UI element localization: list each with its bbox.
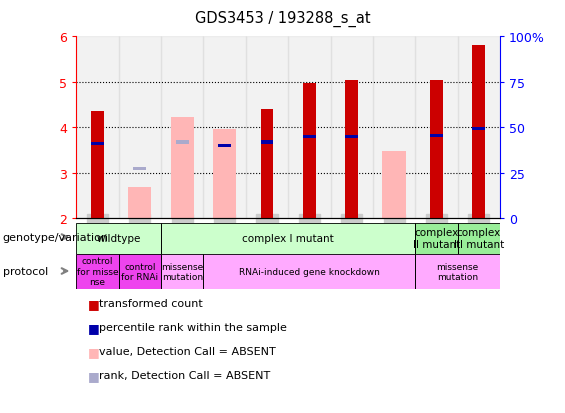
Bar: [133, 167, 146, 171]
Bar: [91, 112, 104, 219]
Bar: [119, 254, 161, 289]
Text: complex I mutant: complex I mutant: [242, 233, 334, 244]
Bar: [373, 37, 415, 219]
Text: genotype/variation: genotype/variation: [3, 233, 109, 242]
Text: ■: ■: [88, 345, 99, 358]
Bar: [415, 223, 458, 254]
Bar: [161, 223, 415, 254]
Bar: [171, 118, 194, 219]
Bar: [415, 254, 500, 289]
Bar: [76, 254, 119, 289]
Text: missense
mutation: missense mutation: [437, 262, 479, 281]
Bar: [415, 37, 458, 219]
Bar: [345, 81, 358, 219]
Bar: [415, 254, 500, 289]
Text: rank, Detection Call = ABSENT: rank, Detection Call = ABSENT: [99, 370, 270, 380]
Text: control
for misse
nse: control for misse nse: [77, 257, 118, 286]
Text: RNAi-induced gene knockdown: RNAi-induced gene knockdown: [239, 267, 380, 276]
Bar: [260, 110, 273, 219]
Bar: [128, 187, 151, 219]
Bar: [472, 46, 485, 219]
Bar: [458, 37, 500, 219]
Bar: [458, 223, 500, 254]
Bar: [119, 37, 161, 219]
Text: GDS3453 / 193288_s_at: GDS3453 / 193288_s_at: [195, 10, 370, 26]
Bar: [203, 254, 415, 289]
Bar: [303, 84, 316, 219]
Bar: [76, 223, 161, 254]
Bar: [203, 254, 415, 289]
Text: wildtype: wildtype: [97, 233, 141, 244]
Bar: [303, 135, 316, 139]
Bar: [161, 254, 203, 289]
Text: complex
III mutant: complex III mutant: [454, 228, 504, 249]
Text: ■: ■: [88, 321, 99, 334]
Bar: [345, 135, 358, 139]
Bar: [213, 129, 236, 219]
Text: ■: ■: [88, 369, 99, 382]
Bar: [288, 37, 331, 219]
Bar: [430, 135, 443, 138]
Text: complex
II mutant: complex II mutant: [413, 228, 460, 249]
Bar: [161, 223, 415, 254]
Text: missense
mutation: missense mutation: [161, 262, 203, 281]
Bar: [76, 223, 161, 254]
Bar: [76, 37, 119, 219]
Text: ■: ■: [88, 297, 99, 310]
Bar: [430, 81, 443, 219]
Bar: [161, 254, 203, 289]
Text: percentile rank within the sample: percentile rank within the sample: [99, 323, 287, 332]
Bar: [176, 141, 189, 144]
Bar: [415, 223, 458, 254]
Bar: [218, 145, 231, 148]
Bar: [246, 37, 288, 219]
Bar: [203, 37, 246, 219]
Text: transformed count: transformed count: [99, 299, 203, 309]
Text: control
for RNAi: control for RNAi: [121, 262, 158, 281]
Bar: [260, 141, 273, 144]
Bar: [161, 37, 203, 219]
Text: protocol: protocol: [3, 266, 48, 276]
Bar: [458, 223, 500, 254]
Bar: [472, 128, 485, 131]
Bar: [119, 254, 161, 289]
Bar: [383, 152, 406, 219]
Bar: [91, 142, 104, 145]
Bar: [76, 254, 119, 289]
Bar: [331, 37, 373, 219]
Text: value, Detection Call = ABSENT: value, Detection Call = ABSENT: [99, 347, 276, 356]
